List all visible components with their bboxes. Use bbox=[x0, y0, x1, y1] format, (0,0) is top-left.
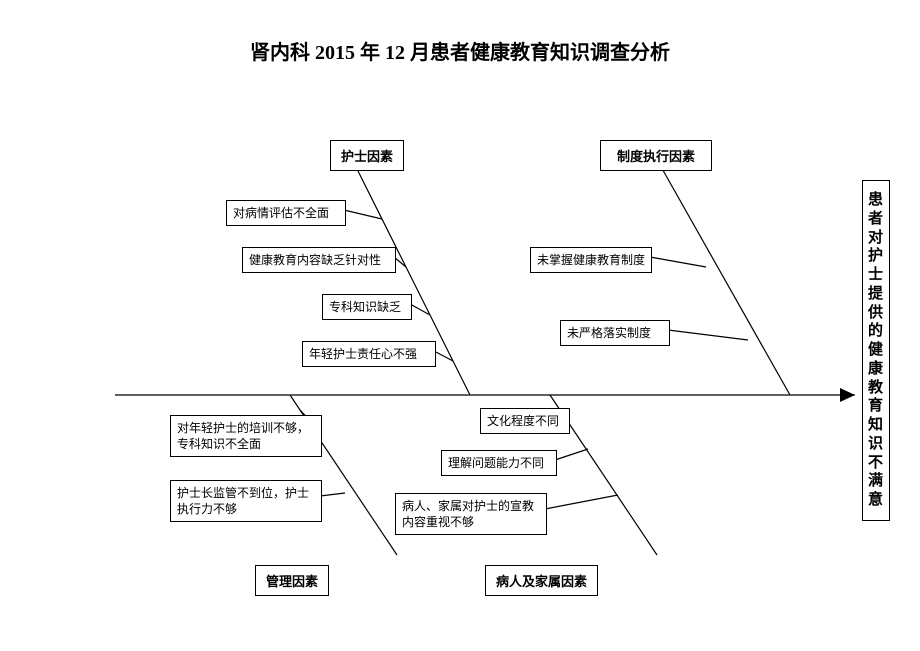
category-nurse: 护士因素 bbox=[330, 140, 404, 171]
cause-system-0: 未掌握健康教育制度 bbox=[530, 247, 652, 273]
outcome-box: 患者对护士提供的健康教育知识不满意 bbox=[862, 180, 890, 521]
cause-nurse-0: 对病情评估不全面 bbox=[226, 200, 346, 226]
fishbone-lines bbox=[0, 0, 920, 651]
cause-patient-1: 理解问题能力不同 bbox=[441, 450, 557, 476]
category-management: 管理因素 bbox=[255, 565, 329, 596]
cause-nurse-2: 专科知识缺乏 bbox=[322, 294, 412, 320]
cause-management-1: 护士长监管不到位，护士执行力不够 bbox=[170, 480, 322, 522]
cause-nurse-3: 年轻护士责任心不强 bbox=[302, 341, 436, 367]
cause-nurse-1: 健康教育内容缺乏针对性 bbox=[242, 247, 396, 273]
category-patient: 病人及家属因素 bbox=[485, 565, 598, 596]
cause-patient-2: 病人、家属对护士的宣教内容重视不够 bbox=[395, 493, 547, 535]
category-system: 制度执行因素 bbox=[600, 140, 712, 171]
cause-management-0: 对年轻护士的培训不够，专科知识不全面 bbox=[170, 415, 322, 457]
cause-system-1: 未严格落实制度 bbox=[560, 320, 670, 346]
cause-patient-0: 文化程度不同 bbox=[480, 408, 570, 434]
